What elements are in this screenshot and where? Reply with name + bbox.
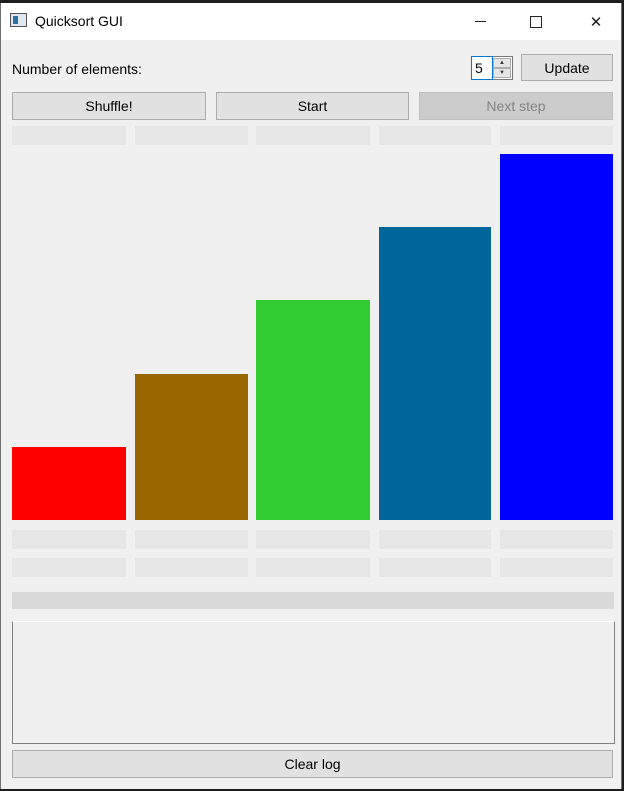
bar-5 bbox=[500, 154, 613, 520]
bar-2 bbox=[135, 373, 248, 520]
elements-input[interactable] bbox=[471, 56, 493, 80]
bar-top-cell bbox=[12, 126, 126, 145]
close-button[interactable]: ✕ bbox=[573, 3, 619, 40]
shuffle-button[interactable]: Shuffle! bbox=[12, 92, 206, 120]
bar-bottom-cell bbox=[12, 530, 126, 549]
minimize-button[interactable] bbox=[457, 3, 503, 40]
app-window: Quicksort GUI ✕ Number of elements: ▲ ▼ … bbox=[0, 3, 622, 789]
bar-bottom-cell bbox=[256, 558, 370, 577]
title-bar: Quicksort GUI ✕ bbox=[1, 3, 621, 40]
log-textarea[interactable] bbox=[12, 621, 615, 744]
maximize-icon bbox=[530, 15, 542, 28]
elements-spinbox[interactable]: ▲ ▼ bbox=[471, 56, 513, 80]
bar-top-cell bbox=[135, 126, 248, 145]
bar-bottom-cell bbox=[135, 530, 248, 549]
close-icon: ✕ bbox=[589, 12, 603, 31]
next-step-button[interactable]: Next step bbox=[419, 92, 613, 120]
app-icon bbox=[10, 13, 27, 27]
bar-3 bbox=[256, 300, 370, 520]
spin-up-icon[interactable]: ▲ bbox=[493, 58, 511, 68]
bar-bottom-cell bbox=[379, 530, 491, 549]
bar-4 bbox=[379, 227, 491, 520]
minimize-icon bbox=[474, 21, 486, 22]
spin-down-icon[interactable]: ▼ bbox=[493, 68, 511, 78]
update-button[interactable]: Update bbox=[521, 54, 613, 81]
elements-label: Number of elements: bbox=[12, 61, 142, 77]
maximize-button[interactable] bbox=[513, 3, 559, 40]
bar-bottom-cell bbox=[135, 558, 248, 577]
bar-top-cell bbox=[379, 126, 491, 145]
bar-bottom-cell bbox=[500, 558, 613, 577]
start-button[interactable]: Start bbox=[216, 92, 409, 120]
bar-bottom-cell bbox=[379, 558, 491, 577]
bar-top-cell bbox=[256, 126, 370, 145]
progress-bar bbox=[12, 592, 614, 609]
bar-bottom-cell bbox=[500, 530, 613, 549]
spin-buttons: ▲ ▼ bbox=[493, 58, 511, 78]
clear-log-button[interactable]: Clear log bbox=[12, 750, 613, 778]
bar-1 bbox=[12, 446, 126, 520]
bar-bottom-cell bbox=[12, 558, 126, 577]
bar-top-cell bbox=[500, 126, 613, 145]
window-title: Quicksort GUI bbox=[35, 13, 123, 29]
bar-bottom-cell bbox=[256, 530, 370, 549]
